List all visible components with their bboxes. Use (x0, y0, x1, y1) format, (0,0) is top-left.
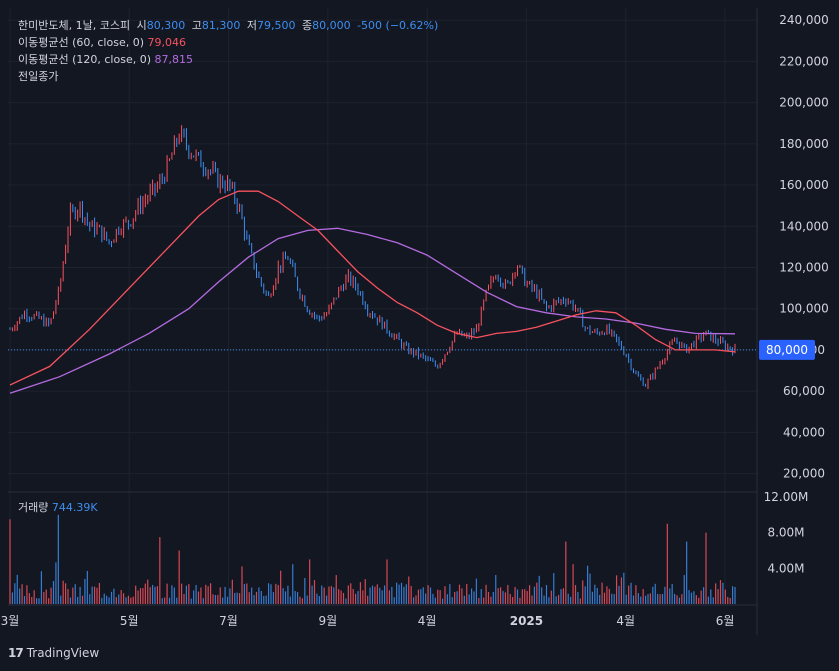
ma120-label: 이동평균선 (120, close, 0) (18, 53, 151, 66)
price-tick-label: 160,000 (779, 178, 829, 192)
open-value: 80,300 (146, 19, 186, 32)
price-tick-label: 220,000 (779, 54, 829, 68)
candles (9, 125, 736, 389)
price-tick-label: 180,000 (779, 137, 829, 151)
change-value: -500 (−0.62%) (357, 19, 439, 32)
volume-axis: 4.00M 8.00M 12.00M (764, 490, 809, 575)
prev-close-label: 전일종가 (18, 70, 59, 83)
time-axis[interactable]: 3월 5월 7월 9월 4월 2025 4월 6월 (1, 614, 735, 628)
symbol-title[interactable]: 한미반도체, 1날, 코스피 (18, 19, 131, 32)
ma60-label: 이동평균선 (60, close, 0) (18, 36, 144, 49)
price-tick-label: 140,000 (779, 219, 829, 233)
time-tick-label: 5월 (120, 614, 139, 628)
time-tick-label: 4월 (616, 614, 635, 628)
price-badge-label: 80,000 (766, 343, 808, 357)
low-value: 79,500 (256, 19, 296, 32)
open-label: 시 (136, 19, 147, 32)
price-axis[interactable]: 20,00040,00060,00080,000100,000120,00014… (779, 13, 829, 480)
time-tick-label: 9월 (318, 614, 337, 628)
ma60-value: 79,046 (147, 36, 187, 49)
volume-tick-label: 8.00M (767, 526, 804, 540)
price-badge: 80,000 (759, 339, 815, 360)
price-tick-label: 40,000 (783, 425, 825, 439)
price-tick-label: 120,000 (779, 260, 829, 274)
high-value: 81,300 (201, 19, 241, 32)
volume-value: 744.39K (51, 501, 98, 514)
volume-legend[interactable]: 거래량 744.39K (18, 500, 98, 516)
tradingview-brand[interactable]: 17 TradingView (8, 646, 99, 660)
ma60-legend[interactable]: 이동평균선 (60, close, 0) 79,046 (18, 35, 186, 51)
ma120-value: 87,815 (154, 53, 194, 66)
prev-close-legend[interactable]: 전일종가 (18, 69, 58, 85)
volume-label: 거래량 (18, 501, 49, 514)
ma120-line (9, 227, 736, 394)
ma60-line (9, 190, 736, 386)
time-tick-label: 3월 (1, 614, 20, 628)
price-tick-label: 100,000 (779, 302, 829, 316)
time-tick-label: 4월 (418, 614, 437, 628)
close-label: 종 (301, 19, 313, 32)
close-value: 80,000 (312, 19, 351, 32)
price-tick-label: 200,000 (779, 96, 829, 110)
header-legend: 한미반도체, 1날, 코스피 시80,300 고81,300 저79,500 종… (18, 18, 438, 34)
price-tick-label: 60,000 (783, 384, 825, 398)
volume-tick-label: 4.00M (767, 561, 804, 575)
ma120-legend[interactable]: 이동평균선 (120, close, 0) 87,815 (18, 52, 193, 68)
time-tick-label: 7월 (219, 614, 238, 628)
price-tick-label: 240,000 (779, 13, 829, 27)
low-label: 저 (246, 19, 257, 32)
high-label: 고 (191, 19, 202, 32)
time-tick-label: 2025 (510, 614, 543, 628)
brand-label: TradingView (26, 646, 100, 660)
time-tick-label: 6월 (716, 614, 735, 628)
volume-bars (9, 514, 736, 604)
price-tick-label: 20,000 (783, 467, 825, 481)
volume-tick-label: 12.00M (764, 490, 809, 504)
tradingview-logo-icon: 17 (8, 646, 24, 660)
grid (8, 8, 757, 605)
